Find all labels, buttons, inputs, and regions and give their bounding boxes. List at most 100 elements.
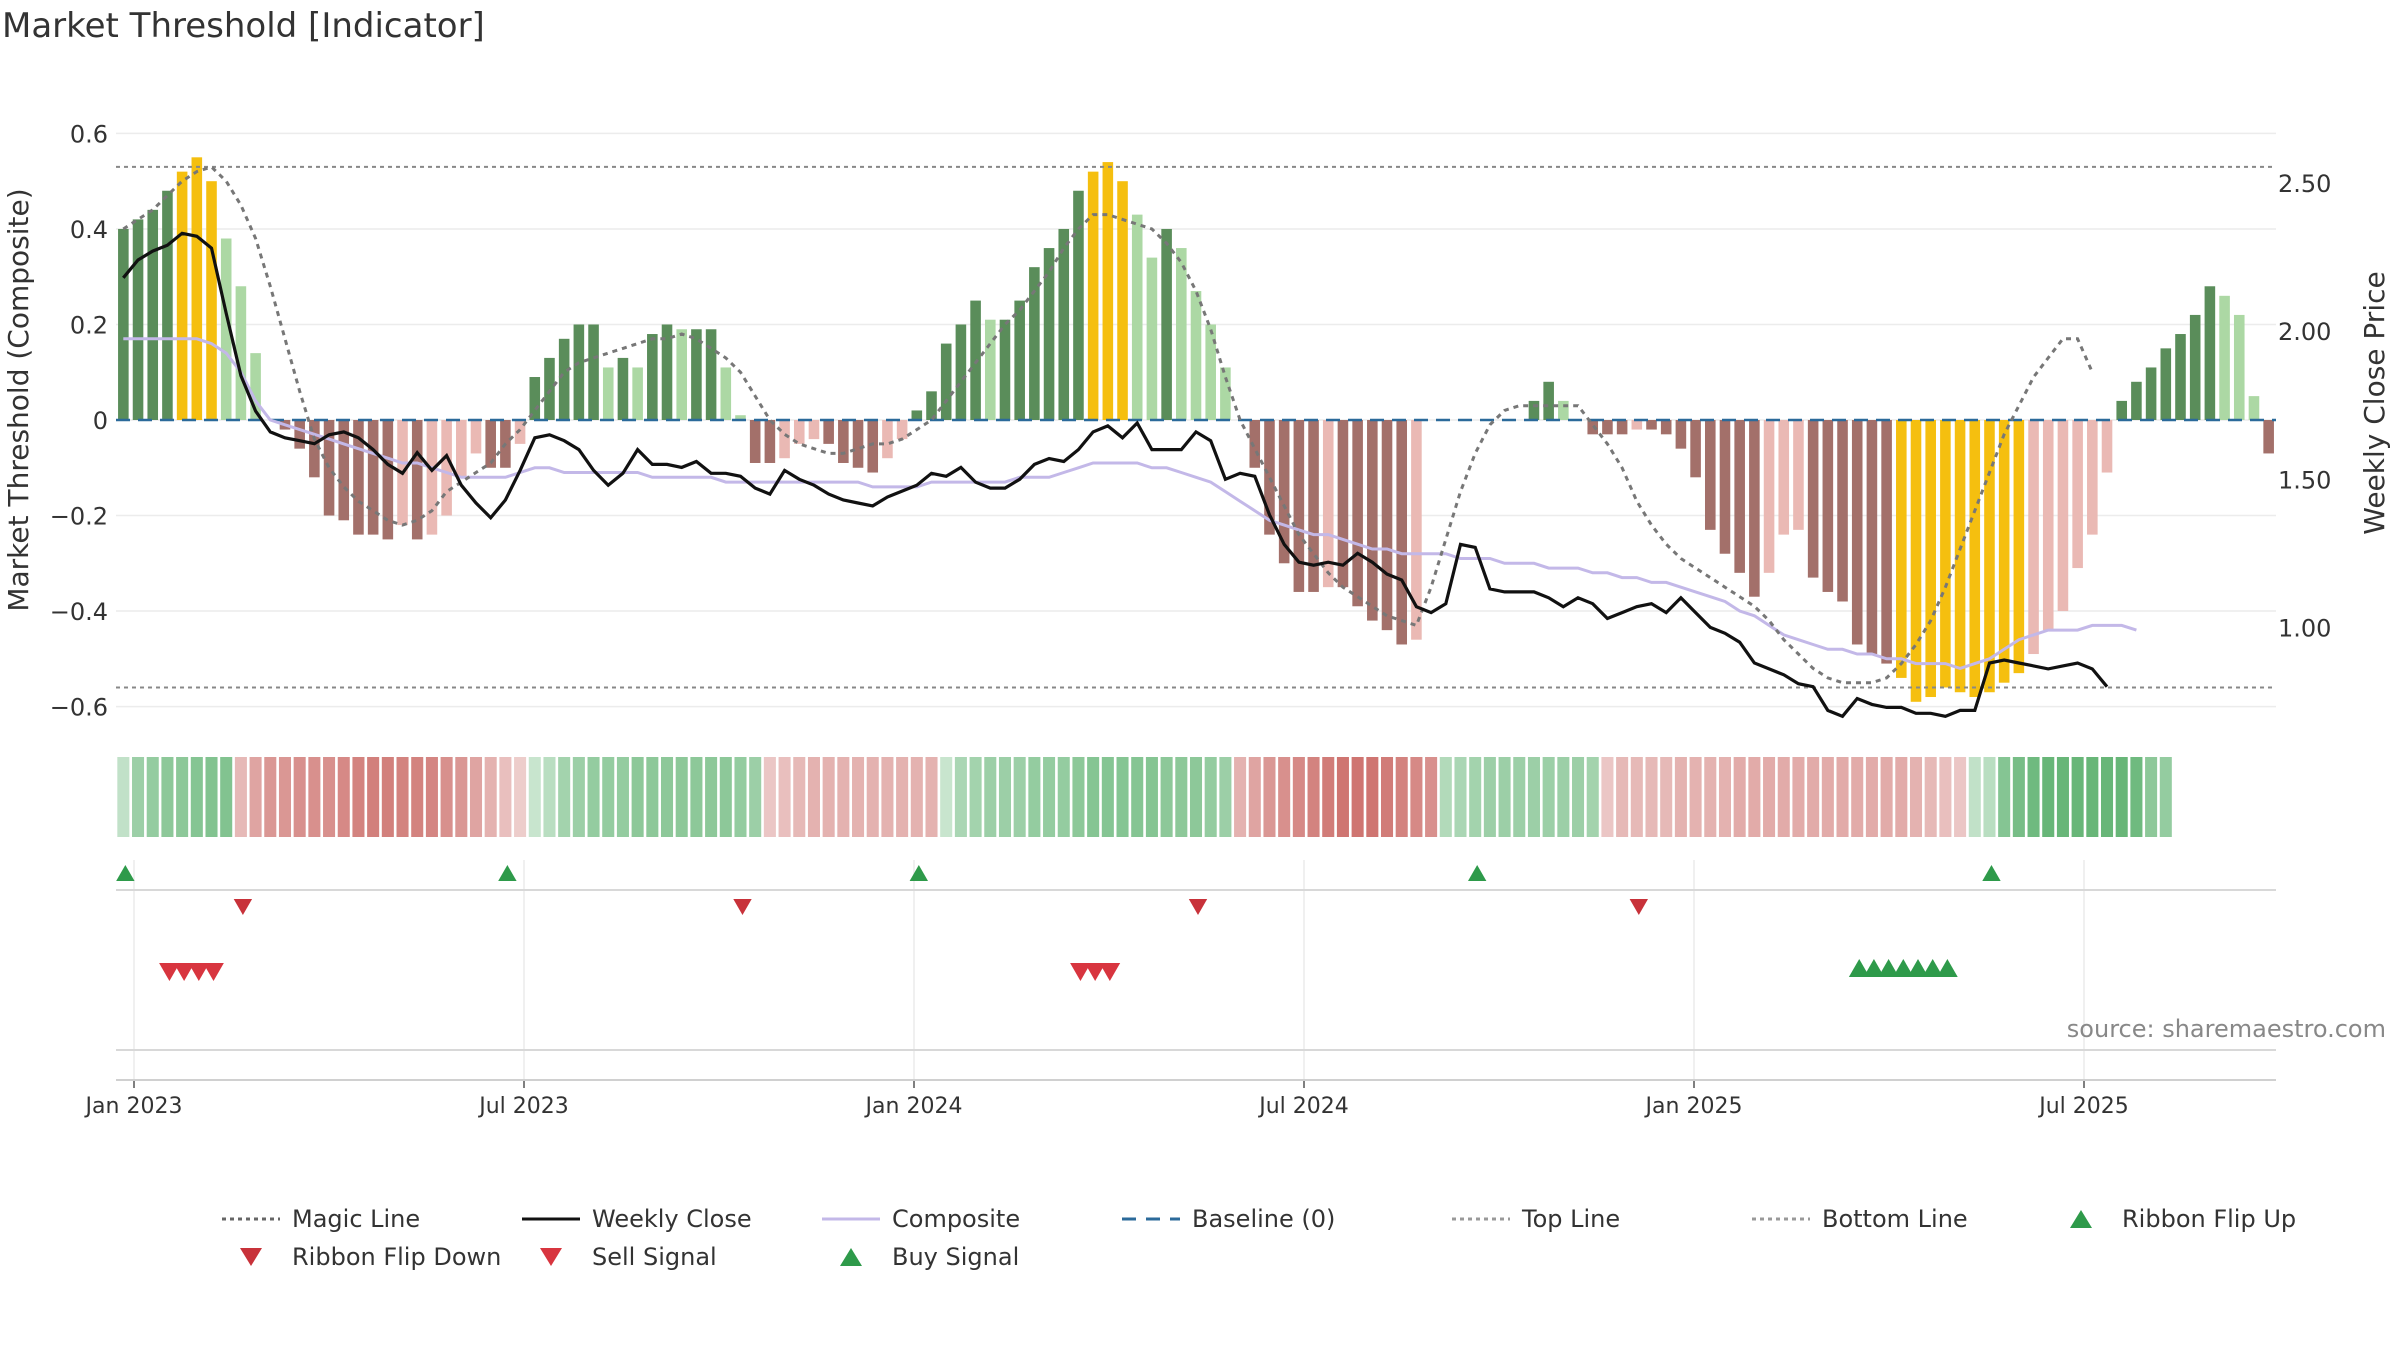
ribbon-cell xyxy=(337,757,350,837)
ribbon-cell xyxy=(1366,757,1379,837)
histogram-bar xyxy=(1793,420,1804,530)
histogram-bar xyxy=(1131,214,1143,420)
histogram-bar xyxy=(779,420,790,459)
legend-item: Composite xyxy=(820,1205,1020,1233)
legend-item: Sell Signal xyxy=(520,1243,717,1271)
histogram-bar xyxy=(1087,171,1099,420)
ribbon-cell xyxy=(1204,757,1217,837)
histogram-bar xyxy=(1896,420,1907,678)
ribbon-flip-up-marker xyxy=(116,865,135,881)
histogram-bar xyxy=(411,420,423,540)
ribbon-cell xyxy=(1057,757,1070,837)
legend-swatch xyxy=(222,1217,280,1221)
legend-item: Magic Line xyxy=(220,1205,420,1233)
histogram-bar xyxy=(1278,420,1290,564)
ribbon-cell xyxy=(2100,757,2114,837)
ribbon-cell xyxy=(778,757,791,837)
ribbon-cell xyxy=(1851,757,1864,837)
histogram-bar xyxy=(720,367,732,420)
buy-signal-marker xyxy=(1848,959,1870,977)
ribbon-cell xyxy=(528,757,541,837)
ribbon-cell xyxy=(896,757,909,837)
legend-label: Top Line xyxy=(1522,1205,1621,1233)
histogram-bar xyxy=(470,420,482,454)
sell-signal-marker xyxy=(1084,963,1106,981)
ribbon-cell xyxy=(705,757,718,837)
series-lines xyxy=(116,165,2276,719)
histogram-bar xyxy=(823,420,834,444)
ribbon-cell xyxy=(1865,757,1878,837)
histogram-bar xyxy=(162,190,173,420)
histogram-bar xyxy=(1558,400,1569,420)
histogram-bar xyxy=(1719,420,1731,554)
ribbon-cell xyxy=(734,757,747,837)
histogram-bar xyxy=(2189,314,2201,420)
histogram-bar xyxy=(338,420,350,521)
legend-item: Ribbon Flip Up xyxy=(2050,1205,2296,1233)
histogram-bar xyxy=(2116,400,2128,420)
ribbon-cell xyxy=(1704,757,1717,837)
histogram-bar xyxy=(206,181,217,420)
legend-swatch xyxy=(822,1217,880,1221)
ribbon-cell xyxy=(1748,757,1761,837)
legend-item: Buy Signal xyxy=(820,1243,1019,1271)
histogram-bar xyxy=(529,377,541,420)
histogram-bar xyxy=(1411,420,1422,640)
histogram-bar xyxy=(353,420,364,535)
histogram-bar xyxy=(382,420,394,540)
buy-signal-marker xyxy=(1937,959,1958,977)
histogram-bar xyxy=(1176,248,1187,420)
buy-signal-marker xyxy=(1892,959,1914,977)
ribbon-cell xyxy=(264,757,277,837)
legend-swatch xyxy=(1452,1217,1510,1221)
histogram-bar xyxy=(1220,367,1231,420)
ribbon-cell xyxy=(1630,757,1643,837)
signal-markers xyxy=(116,865,2001,981)
histogram-bar xyxy=(2013,420,2025,674)
histogram-bar xyxy=(1043,248,1055,420)
histogram-bar xyxy=(1352,420,1363,607)
ribbon-cell xyxy=(572,757,585,837)
legend-item: Top Line xyxy=(1450,1205,1620,1233)
ribbon-cell xyxy=(2159,757,2172,837)
histogram-bar xyxy=(911,410,923,420)
histogram-bar xyxy=(1969,420,1981,698)
x-tick-label: Jan 2025 xyxy=(1644,1094,1743,1119)
ribbon-strip xyxy=(117,757,2172,837)
legend-item: Bottom Line xyxy=(1750,1205,1968,1233)
histogram-bar xyxy=(1925,420,1936,698)
ribbon-flip-up-marker xyxy=(909,865,929,881)
ribbon-cell xyxy=(2086,757,2099,837)
ribbon-cell xyxy=(1968,757,1981,837)
ribbon-cell xyxy=(1131,757,1144,837)
ribbon-cell xyxy=(381,757,394,837)
histogram-bar xyxy=(250,353,261,420)
legend-item: Baseline (0) xyxy=(1120,1205,1335,1233)
histogram-bar xyxy=(1322,420,1334,588)
buy-signal-marker xyxy=(1863,959,1885,977)
legend-swatch xyxy=(1752,1217,1810,1221)
histogram-bar xyxy=(1396,420,1408,645)
histogram-bar xyxy=(118,228,129,420)
ribbon-cell xyxy=(1924,757,1937,837)
y-tick-label: 0.2 xyxy=(70,311,108,339)
ribbon-cell xyxy=(1821,757,1834,837)
axes: 0.6 0.4 0.2 0 −0.2 −0.4 −0.6 2.50 2.00 1.50 1.00 Ja… xyxy=(50,120,2332,1119)
ribbon-cell xyxy=(367,757,380,837)
histogram-bar xyxy=(1631,420,1643,430)
legend-label: Composite xyxy=(892,1205,1021,1233)
histogram-bar xyxy=(309,420,320,478)
ribbon-cell xyxy=(1454,757,1467,837)
ribbon-cell xyxy=(1101,757,1114,837)
ribbon-cell xyxy=(1145,757,1158,837)
ribbon-flip-up-marker xyxy=(498,865,517,881)
histogram-bar xyxy=(2028,420,2039,655)
ribbon-cell xyxy=(969,757,982,837)
ribbon-cell xyxy=(807,757,820,837)
ribbon-cell xyxy=(1322,757,1335,837)
histogram-bar xyxy=(2131,381,2142,420)
ribbon-cell xyxy=(1674,757,1687,837)
histogram-bar xyxy=(1102,162,1114,421)
histogram-bar xyxy=(617,357,629,420)
legend-label: Ribbon Flip Up xyxy=(2122,1205,2297,1233)
